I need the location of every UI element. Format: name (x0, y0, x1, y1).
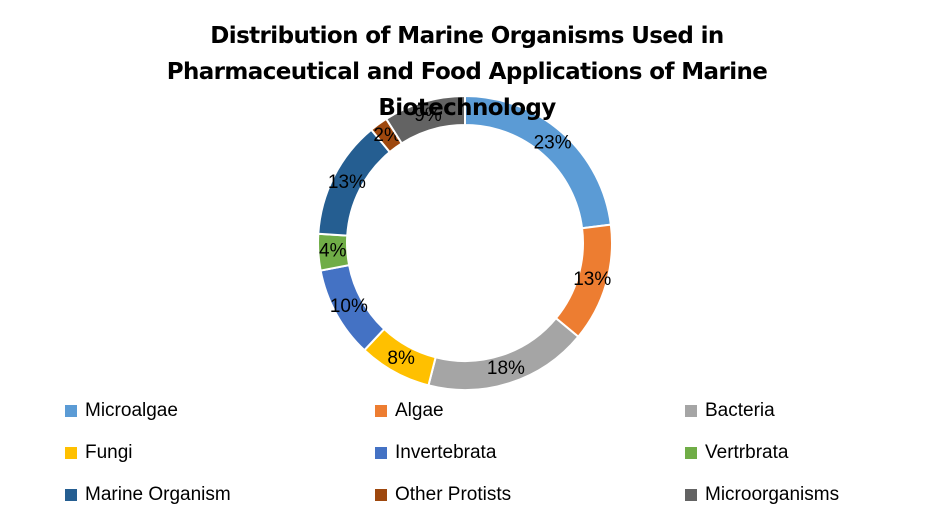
data-label: 18% (487, 358, 525, 379)
donut-slice (384, 94, 466, 145)
legend-swatch (65, 405, 77, 417)
legend-label: Invertebrata (395, 442, 497, 463)
data-label: 9% (414, 105, 442, 126)
legend-label: Fungi (85, 442, 133, 463)
legend-label: Marine Organism (85, 484, 231, 505)
data-label: 23% (534, 133, 572, 154)
data-label: 13% (328, 172, 366, 193)
legend-label: Algae (395, 400, 444, 421)
data-label: 13% (573, 269, 611, 290)
legend-swatch (685, 489, 697, 501)
legend-label: Microorganisms (705, 484, 839, 505)
legend-swatch (65, 447, 77, 459)
data-label: 8% (387, 348, 415, 369)
data-label: 10% (330, 296, 368, 317)
legend-label: Microalgae (85, 400, 178, 421)
donut-slice (427, 316, 580, 391)
legend-label: Other Protists (395, 484, 511, 505)
legend-swatch (65, 489, 77, 501)
chart-title: Distribution of Marine Organisms Used in… (166, 23, 768, 121)
legend-swatch (375, 405, 387, 417)
legend-swatch (375, 447, 387, 459)
legend-swatch (685, 447, 697, 459)
legend-label: Vertrbrata (705, 442, 789, 463)
data-label: 4% (319, 240, 347, 261)
legend-label: Bacteria (705, 400, 775, 421)
legend-swatch (685, 405, 697, 417)
legend-swatch (375, 489, 387, 501)
